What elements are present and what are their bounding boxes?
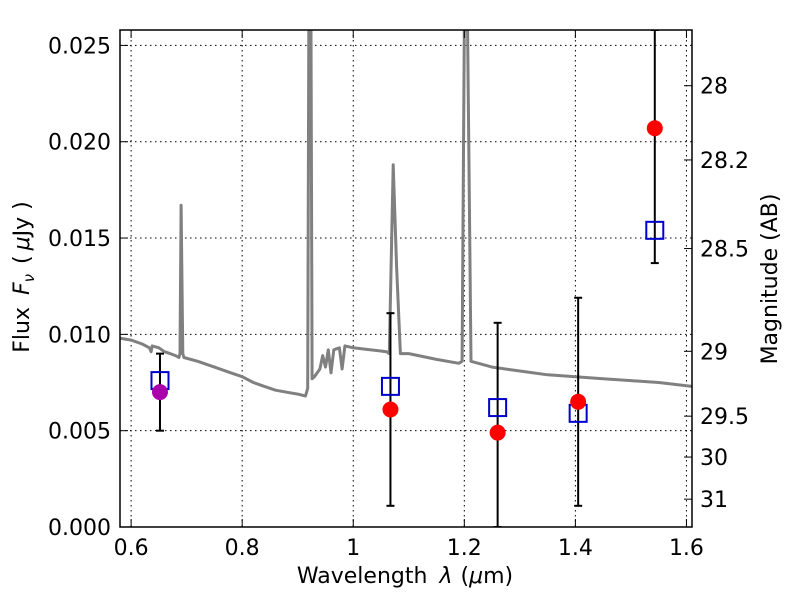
observed-circle-point xyxy=(382,401,399,418)
y-tick-label: 0.000 xyxy=(48,516,111,541)
y-axis-label: FluxFν(μJy ) xyxy=(10,201,38,352)
x-tick-label: 1.6 xyxy=(669,536,704,561)
plot-frame xyxy=(119,29,693,528)
observed-circle-point xyxy=(570,393,587,410)
y-tick-label: 0.025 xyxy=(48,34,111,59)
x-axis-label: Wavelength λ (μm) xyxy=(297,564,513,589)
model-square-point xyxy=(645,220,665,240)
x-tick-label: 1.4 xyxy=(558,536,593,561)
y-tick-label: 0.020 xyxy=(48,131,111,156)
plot-area xyxy=(120,30,692,527)
x-tick-label: 0.6 xyxy=(114,536,149,561)
grid xyxy=(120,30,692,528)
y2-axis-label: Magnitude (AB) xyxy=(758,194,783,365)
x-tick-label: 1.2 xyxy=(447,536,482,561)
observed-circle-point xyxy=(151,384,168,401)
model-square-point xyxy=(380,376,400,396)
y2-tick-label: 29.5 xyxy=(700,405,749,430)
y-tick-label: 0.015 xyxy=(48,227,111,252)
y2-tick-label: 28 xyxy=(700,75,728,100)
observed-circle-point xyxy=(489,424,506,441)
y-tick-label: 0.010 xyxy=(48,323,111,348)
spectrum-line xyxy=(120,30,692,398)
y-tick-label: 0.005 xyxy=(48,420,111,445)
y2-tick-label: 31 xyxy=(700,488,728,513)
ticks: 0.6 0.8 1 1.2 1.4 1.6 0.000 0.005 0.010 0.015 0.02… xyxy=(48,30,749,561)
observed-circle-point xyxy=(646,120,663,137)
y2-tick-label: 29 xyxy=(700,340,728,365)
y2-tick-label: 30 xyxy=(700,446,728,471)
y2-tick-label: 28.2 xyxy=(700,149,749,174)
model-square-point xyxy=(488,398,508,418)
y2-tick-label: 28.5 xyxy=(700,238,749,263)
x-tick-label: 0.8 xyxy=(225,536,260,561)
x-tick-label: 1 xyxy=(346,536,360,561)
